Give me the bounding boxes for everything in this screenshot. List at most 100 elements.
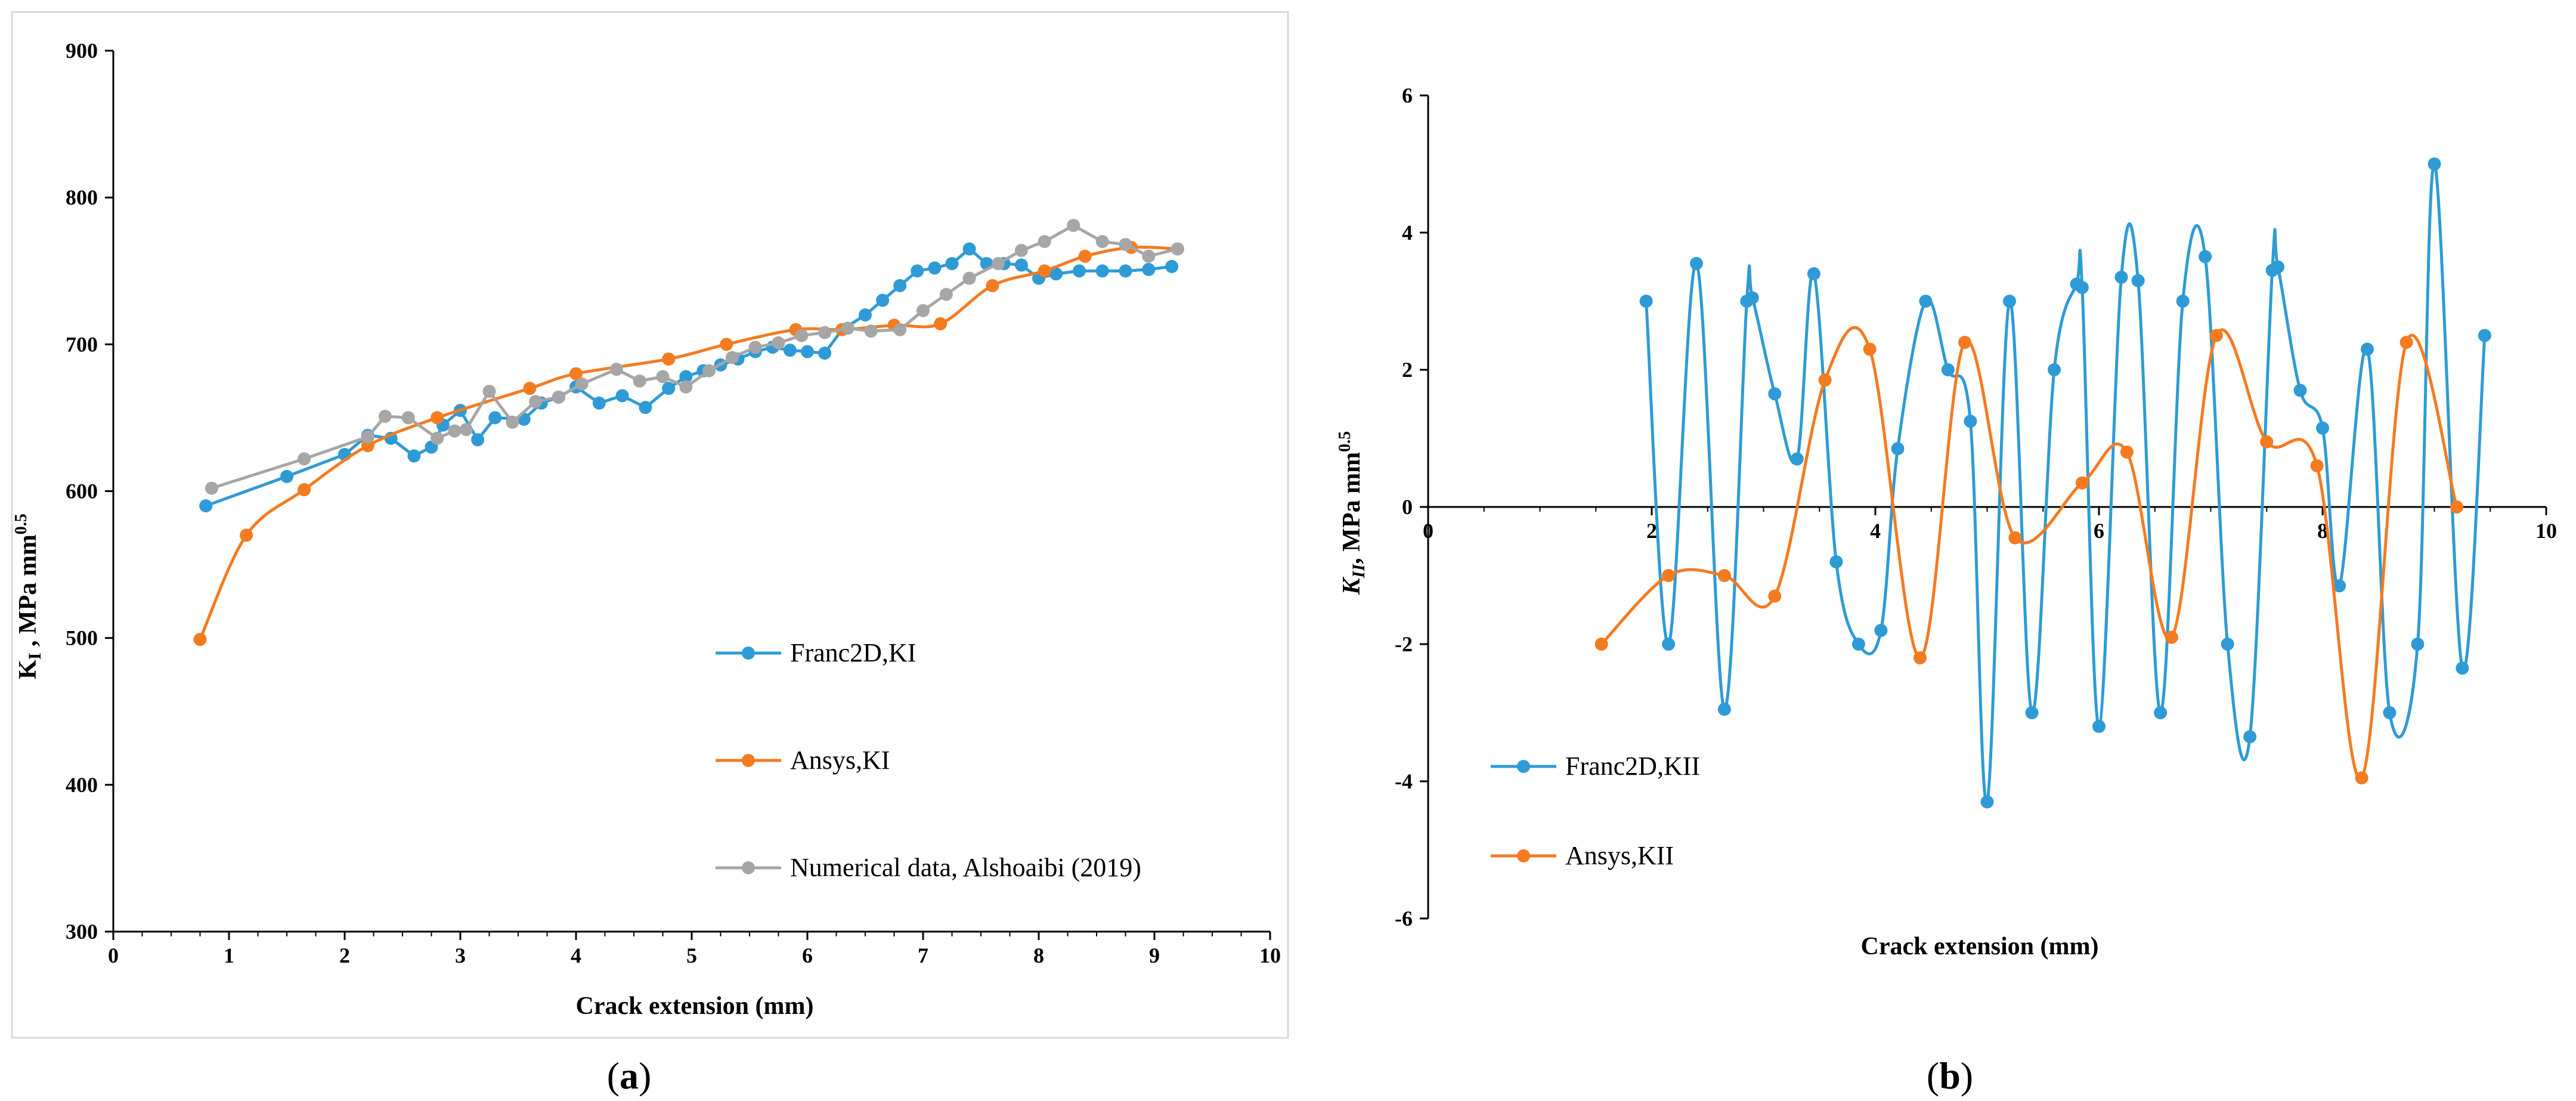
data-point-ansys-ki [934, 317, 948, 330]
data-point-franc2d-kii [2176, 295, 2190, 308]
y-tick-label: 900 [66, 39, 98, 63]
data-point-ansys-ki [662, 352, 676, 366]
data-point-ansys-ki [986, 279, 999, 292]
data-point-ansys-ki [720, 338, 733, 351]
legend-swatch-marker [1517, 849, 1530, 862]
data-point-franc2d-ki [876, 293, 890, 307]
data-point-numerical-data-alshoaibi-2019 [917, 304, 930, 317]
data-point-franc2d-ki [662, 382, 676, 395]
data-point-ansys-kii [1958, 336, 1971, 349]
legend-item-numerical-data-alshoaibi-2019: Numerical data, Alshoaibi (2019) [716, 853, 1141, 882]
data-point-franc2d-kii [2243, 730, 2257, 744]
data-point-numerical-data-alshoaibi-2019 [939, 287, 953, 301]
y-tick-label: 6 [1402, 83, 1413, 107]
data-point-franc2d-ki [679, 370, 693, 384]
data-point-numerical-data-alshoaibi-2019 [1038, 235, 1051, 249]
chart-a-y-axis-label: KI , MPa mm0.5 [12, 514, 45, 679]
data-point-numerical-data-alshoaibi-2019 [864, 324, 878, 338]
data-point-franc2d-ki [615, 389, 629, 403]
x-tick-label: 5 [686, 944, 697, 967]
y-tick-label: 500 [66, 626, 98, 650]
data-point-franc2d-kii [2478, 329, 2491, 342]
data-point-ansys-kii [1818, 373, 1832, 387]
data-point-numerical-data-alshoaibi-2019 [893, 323, 907, 336]
data-point-franc2d-kii [2131, 274, 2145, 287]
legend-item-ansys-ki: Ansys,KI [716, 746, 890, 775]
data-point-ansys-ki [569, 367, 583, 381]
y-tick-label: -6 [1395, 907, 1413, 930]
panel-label-a: (a) [607, 1054, 652, 1097]
legend-label: Franc2D,KI [790, 638, 916, 667]
x-tick-label: 1 [224, 944, 234, 967]
data-point-franc2d-kii [2383, 706, 2397, 719]
y-tick-label: 600 [66, 480, 98, 503]
legend-label: Numerical data, Alshoaibi (2019) [790, 853, 1141, 882]
x-tick-label: 6 [802, 944, 813, 967]
data-point-franc2d-ki [801, 345, 814, 358]
legend-label: Franc2D,KII [1565, 751, 1700, 781]
legend-item-franc2d-ki: Franc2D,KI [716, 638, 916, 667]
data-point-franc2d-ki [928, 261, 942, 275]
x-tick-label: 10 [1259, 944, 1281, 967]
y-tick-label: 4 [1402, 221, 1413, 245]
data-point-franc2d-ki [818, 347, 832, 360]
data-point-numerical-data-alshoaibi-2019 [992, 256, 1005, 270]
data-point-franc2d-kii [2075, 281, 2089, 294]
legend-label: Ansys,KI [790, 746, 890, 775]
data-point-franc2d-kii [1662, 638, 1676, 651]
data-point-numerical-data-alshoaibi-2019 [506, 415, 519, 429]
data-point-ansys-ki [1038, 264, 1051, 278]
data-point-ansys-ki [193, 633, 207, 647]
data-point-franc2d-kii [2025, 706, 2039, 719]
data-point-franc2d-kii [2293, 384, 2307, 397]
data-point-numerical-data-alshoaibi-2019 [431, 431, 444, 445]
data-point-numerical-data-alshoaibi-2019 [1014, 243, 1028, 257]
data-point-franc2d-ki [1119, 264, 1132, 278]
data-point-numerical-data-alshoaibi-2019 [482, 385, 496, 398]
data-point-numerical-data-alshoaibi-2019 [1119, 237, 1132, 251]
data-point-franc2d-kii [1690, 256, 1703, 270]
y-tick-label: 300 [66, 920, 98, 944]
data-point-numerical-data-alshoaibi-2019 [401, 411, 415, 425]
legend-swatch-marker [742, 754, 755, 767]
data-point-franc2d-kii [2048, 363, 2061, 376]
data-point-numerical-data-alshoaibi-2019 [1142, 249, 1156, 263]
data-point-franc2d-ki [199, 499, 213, 513]
data-point-franc2d-kii [2221, 638, 2234, 651]
data-point-franc2d-kii [1941, 363, 1955, 376]
x-tick-label: 4 [1870, 519, 1881, 543]
x-tick-label: 6 [2094, 519, 2104, 543]
data-point-franc2d-kii [2199, 250, 2212, 264]
data-point-franc2d-kii [2316, 421, 2329, 435]
data-point-numerical-data-alshoaibi-2019 [298, 452, 311, 466]
data-point-ansys-kii [2075, 476, 2089, 490]
data-point-ansys-ki [523, 382, 537, 395]
legend-swatch-marker [742, 861, 755, 874]
data-point-ansys-kii [2260, 435, 2274, 449]
data-point-franc2d-kii [1874, 624, 1888, 637]
data-point-franc2d-ki [783, 344, 797, 357]
data-point-numerical-data-alshoaibi-2019 [795, 329, 809, 342]
data-point-franc2d-kii [1790, 452, 1804, 466]
data-point-franc2d-kii [2361, 342, 2374, 356]
data-point-franc2d-ki [945, 256, 959, 270]
data-point-ansys-kii [2209, 329, 2223, 342]
y-tick-label: 800 [66, 185, 98, 209]
data-point-franc2d-kii [2092, 720, 2106, 733]
data-point-franc2d-ki [639, 401, 652, 415]
y-tick-label: 2 [1402, 358, 1413, 382]
data-point-franc2d-kii [1980, 795, 1994, 809]
data-point-numerical-data-alshoaibi-2019 [702, 364, 716, 378]
data-point-franc2d-kii [1639, 295, 1653, 308]
x-tick-label: 7 [918, 944, 928, 967]
data-point-ansys-kii [2120, 446, 2134, 459]
data-point-franc2d-ki [893, 279, 907, 292]
data-point-numerical-data-alshoaibi-2019 [529, 395, 543, 409]
data-point-franc2d-kii [2154, 706, 2168, 719]
data-point-ansys-kii [2450, 500, 2463, 514]
data-point-franc2d-kii [1852, 638, 1865, 651]
data-point-franc2d-kii [1717, 703, 1731, 716]
data-point-numerical-data-alshoaibi-2019 [448, 424, 462, 438]
data-point-numerical-data-alshoaibi-2019 [361, 430, 374, 444]
